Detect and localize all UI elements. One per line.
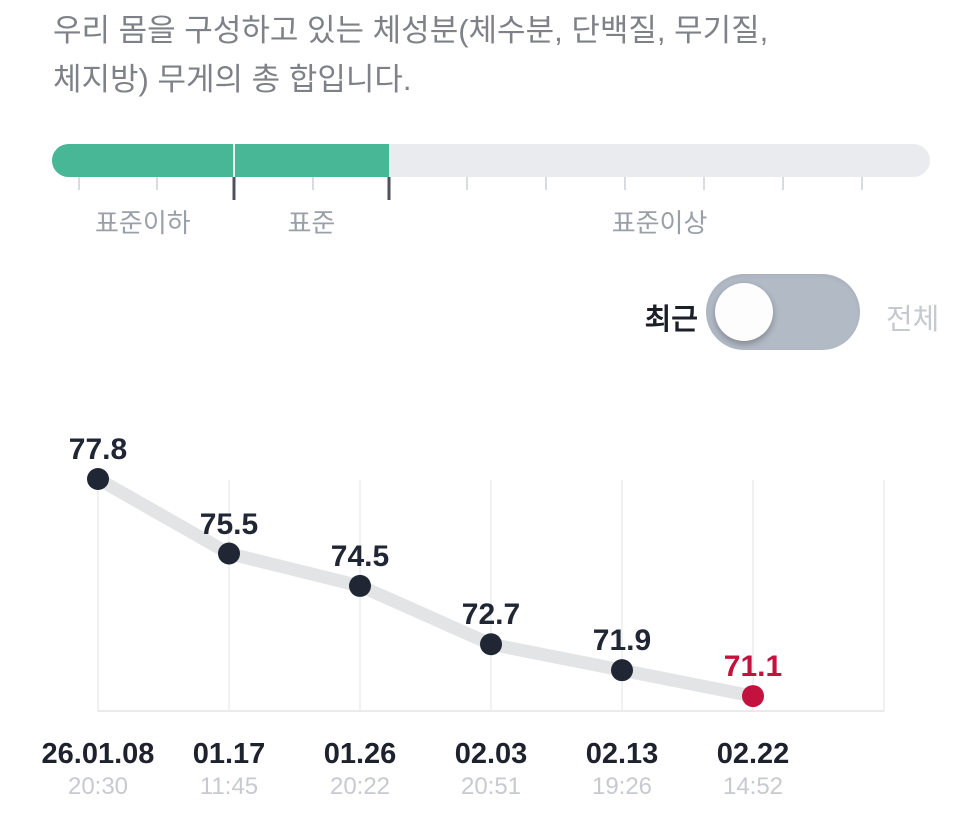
x-axis-date-label: 01.26 <box>323 738 397 770</box>
trend-line <box>91 472 760 703</box>
x-axis-date-label: 02.22 <box>716 738 790 770</box>
gauge-segment-divider <box>232 144 235 177</box>
description-line-2: 체지방) 무게의 총 합입니다. <box>53 62 412 97</box>
x-axis-time-label: 14:52 <box>722 773 784 800</box>
gauge-tick-major <box>232 177 236 200</box>
data-point-dot[interactable] <box>349 574 371 597</box>
data-point-dot[interactable] <box>218 542 240 565</box>
gauge-tick-minor <box>624 177 627 190</box>
x-axis-date-label: 02.13 <box>585 738 659 770</box>
recent-all-toggle[interactable] <box>706 274 860 350</box>
data-point-value-label: 71.9 <box>592 624 652 658</box>
gauge-label-above-standard: 표준이상 <box>611 208 708 238</box>
data-point-value-label: 77.8 <box>68 433 128 466</box>
gauge-scale: 표준이하 표준 표준이상 <box>52 177 930 247</box>
description-line-1: 우리 몸을 구성하고 있는 체성분(체수분, 단백질, 무기질, <box>53 13 769 48</box>
gauge-tick-minor <box>703 177 706 190</box>
gauge-label-below-standard: 표준이하 <box>95 208 191 238</box>
x-axis-date-label: 01.17 <box>192 738 266 770</box>
data-point-value-label: 71.1 <box>723 650 783 684</box>
gauge-tick-minor <box>466 177 469 190</box>
toggle-label-recent[interactable]: 최근 <box>644 304 698 336</box>
gauge-tick-minor <box>78 177 81 190</box>
gauge-label-standard: 표준 <box>287 208 336 238</box>
x-axis-time-label: 20:51 <box>460 773 522 800</box>
data-point-value-label: 72.7 <box>461 598 521 632</box>
toggle-label-all[interactable]: 전체 <box>886 304 940 336</box>
chart-canvas <box>87 468 885 712</box>
toggle-knob[interactable] <box>715 283 773 341</box>
data-point-dot[interactable] <box>87 468 109 490</box>
x-axis-date-label: 02.03 <box>454 738 528 770</box>
data-point-dot[interactable] <box>480 633 502 656</box>
gauge-fill <box>52 144 390 177</box>
gauge-tick-minor <box>545 177 548 190</box>
x-axis-time-label: 20:30 <box>67 773 129 800</box>
data-point-dot[interactable] <box>742 685 764 708</box>
gauge-tick-minor <box>311 177 314 190</box>
data-point-value-label: 75.5 <box>199 507 259 541</box>
gauge-tick-minor <box>156 177 159 190</box>
gauge-tick-major <box>387 177 391 200</box>
x-axis-time-label: 19:26 <box>591 773 653 800</box>
gauge-tick-minor <box>861 177 864 190</box>
description-text: 우리 몸을 구성하고 있는 체성분(체수분, 단백질, 무기질, 체지방) 무게… <box>53 6 768 104</box>
data-point-dot[interactable] <box>611 659 633 682</box>
gauge-tick-minor <box>782 177 785 190</box>
x-axis-time-label: 11:45 <box>199 773 259 800</box>
x-axis-time-label: 20:22 <box>329 773 391 800</box>
standard-range-gauge <box>52 144 930 177</box>
weight-trend-chart: 77.8 26.01.08 20:30 75.5 01.17 11:45 74.5 01.26… <box>0 420 961 832</box>
x-axis-date-label: 26.01.08 <box>41 738 155 770</box>
data-point-value-label: 74.5 <box>330 539 390 573</box>
